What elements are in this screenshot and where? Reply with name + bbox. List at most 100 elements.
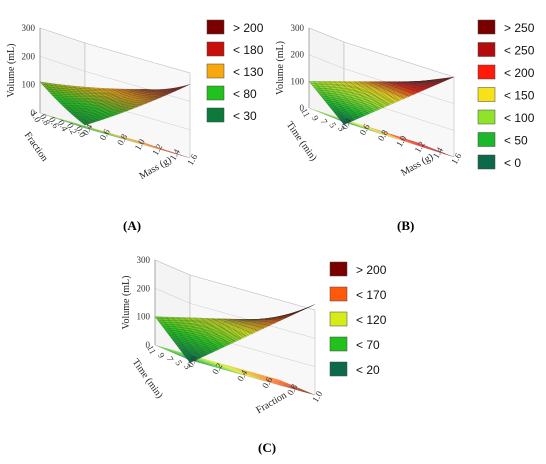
legend-swatch	[477, 109, 496, 125]
floor-cell	[403, 139, 410, 142]
floor-cell	[331, 116, 338, 120]
floor-cell	[387, 135, 395, 138]
floor-cell	[359, 126, 366, 129]
floor-cell	[235, 368, 243, 371]
floor-cell	[364, 127, 372, 130]
floor-cell	[140, 143, 148, 146]
floor-cell	[267, 381, 276, 384]
floor-cell	[352, 124, 359, 127]
floor-cell	[206, 363, 214, 366]
floor-cell	[138, 142, 146, 145]
x-axis-label: Fraction	[22, 130, 50, 164]
floor-cell	[239, 373, 247, 376]
floor-cell	[290, 387, 298, 391]
floor-cell	[155, 147, 163, 150]
x-tick-label: 3	[182, 362, 193, 371]
floor-cell	[271, 379, 279, 383]
floor-cell	[227, 366, 236, 369]
floor-cell	[97, 129, 105, 132]
floor-cell	[100, 132, 107, 135]
floor-cell	[52, 117, 60, 120]
floor-cell	[129, 140, 137, 143]
floor-cell	[104, 132, 112, 135]
floor-cell	[142, 142, 150, 145]
floor-cell	[203, 360, 211, 363]
floor-cell	[221, 365, 229, 368]
floor-cell	[405, 138, 413, 142]
floor-cell	[212, 362, 220, 365]
floor-cell	[407, 141, 415, 144]
floor-cell	[112, 134, 120, 137]
floor-cell	[63, 119, 70, 122]
floor-cell	[217, 365, 226, 368]
floor-cell	[240, 368, 248, 372]
floor-cell	[247, 374, 255, 377]
floor-cell	[235, 370, 243, 373]
floor-cell	[331, 116, 339, 119]
floor-cell	[422, 146, 430, 149]
floor-cell	[81, 125, 89, 128]
floor-cell	[173, 153, 181, 156]
floor-cell	[214, 365, 222, 368]
floor-cell	[205, 360, 214, 364]
floor-cell	[291, 385, 300, 389]
floor-cell	[421, 144, 429, 148]
floor-cell	[149, 145, 156, 148]
floor-cell	[314, 109, 321, 112]
floor-cell	[358, 125, 365, 128]
legend-swatch	[477, 42, 496, 57]
floor-cell	[160, 149, 167, 152]
floor-cell	[233, 367, 241, 370]
floor-cell	[234, 371, 243, 374]
wall-gridline	[154, 288, 316, 339]
floor-cell	[139, 143, 147, 146]
floor-cell	[354, 122, 361, 125]
floor-cell	[395, 136, 402, 139]
floor-cell	[171, 152, 179, 155]
floor-cell	[87, 127, 94, 130]
floor-cell	[155, 147, 163, 150]
floor-cell	[83, 125, 91, 128]
floor-cell	[422, 146, 430, 149]
floor-cell	[42, 113, 49, 116]
floor-cell	[273, 380, 281, 383]
floor-cell	[425, 145, 432, 149]
floor-cell	[410, 141, 417, 144]
floor-cell	[131, 139, 139, 142]
surface-plot-a: 300 200 100 0 Volume (mL) 1.00.80.60.40.20.0 F…	[6, 19, 264, 182]
floor-cell	[298, 388, 306, 391]
floor-cell	[219, 365, 227, 369]
floor-cell	[265, 378, 274, 381]
floor-cell	[281, 383, 289, 387]
floor-cell	[262, 378, 270, 381]
floor-cell	[247, 373, 256, 377]
legend-label: < 200	[504, 66, 535, 80]
floor-cell	[349, 122, 357, 126]
floor-cell	[176, 353, 184, 356]
floor-cell	[175, 351, 183, 354]
floor-cell	[206, 362, 214, 365]
floor-cell	[354, 123, 362, 127]
floor-cell	[130, 140, 138, 143]
floor-cell	[239, 370, 247, 374]
floor-cell	[49, 115, 57, 118]
floor-cell	[360, 124, 367, 128]
floor-cell	[430, 149, 438, 152]
y-axis-label: Fraction	[254, 390, 288, 416]
floor-cell	[81, 125, 89, 128]
floor-cell	[401, 138, 409, 142]
floor-cell	[328, 115, 336, 118]
floor-cell	[222, 368, 230, 372]
floor-cell	[216, 367, 225, 370]
floor-cell	[349, 122, 357, 125]
floor-cell	[119, 136, 127, 139]
floor-cell	[164, 349, 172, 352]
floor-cell	[133, 141, 141, 144]
legend-label: > 200	[233, 21, 264, 35]
floor-cell	[106, 133, 114, 136]
floor-cell	[365, 128, 373, 131]
floor-cell	[226, 368, 235, 371]
floor-cell	[118, 135, 126, 138]
floor-cell	[117, 136, 125, 139]
floor-cell	[447, 154, 454, 157]
